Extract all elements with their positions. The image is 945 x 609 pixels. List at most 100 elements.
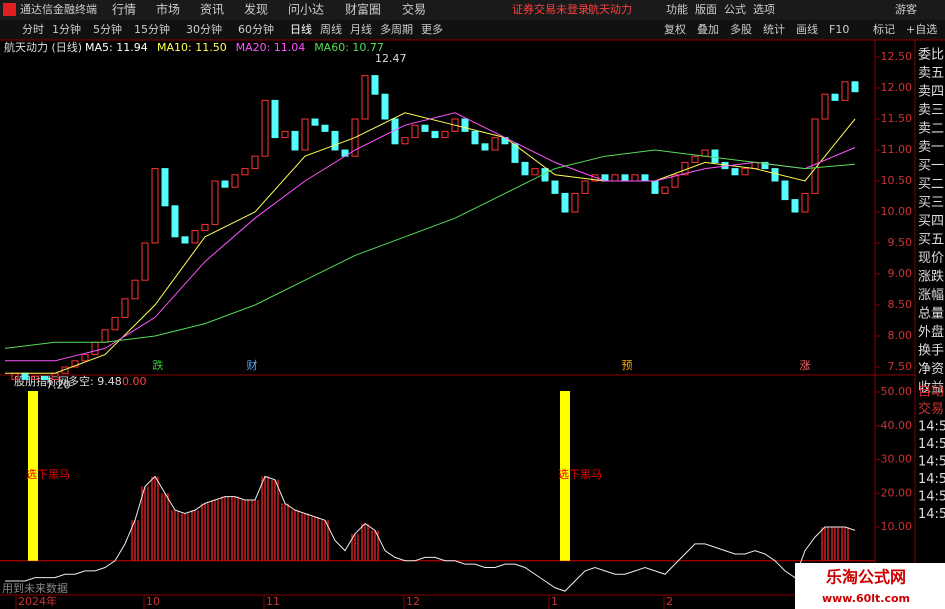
candle [141,242,149,281]
x-tick-label: 10 [146,595,160,608]
period-button[interactable]: 15分钟 [134,22,170,36]
candle [71,360,79,368]
candle [571,192,579,213]
candle [361,75,369,120]
signal-bar [28,391,38,561]
candle [621,174,629,182]
candle [251,155,259,170]
menu-item[interactable]: 资讯 [200,3,224,17]
candle [451,118,459,132]
candle [311,118,319,126]
candle [691,155,699,163]
tool-button[interactable]: 画线 [796,22,818,36]
candle [351,118,359,157]
candle [181,236,189,244]
tool-button[interactable]: 统计 [763,23,785,36]
period-button[interactable]: 日线 [290,22,312,36]
candle [191,230,199,244]
quote-label: 净资 [918,362,944,377]
menu-item[interactable]: 行情 [112,3,136,17]
candle [771,168,779,182]
y-tick-label: 20.00 [881,486,913,499]
candle [811,118,819,194]
user[interactable]: 游客 [895,2,917,16]
menu-item[interactable]: 交易 [402,2,426,17]
tool-button[interactable]: F10 [829,23,849,36]
candle [371,75,379,95]
period-button[interactable]: 5分钟 [93,22,122,36]
candle [111,316,119,331]
y-tick-label: 10.50 [881,174,913,187]
period-button[interactable]: 30分钟 [186,22,222,36]
menu-item[interactable]: 版面 [695,2,717,16]
candle [471,130,479,145]
candle [281,130,289,139]
candle [801,192,809,213]
candle [631,174,639,182]
side-label: 14:5 [918,437,945,452]
quote-label: 卖一 [918,140,944,155]
candle [201,223,209,232]
app-icon [3,3,16,16]
period-button[interactable]: 周线 [320,22,342,36]
candle [741,168,749,176]
period-button[interactable]: 月线 [350,22,372,36]
long-short: 多空: 9.48 [68,374,122,388]
quote-label: 买三 [918,196,944,211]
candle [581,180,589,194]
candle [231,174,239,188]
notice[interactable]: 证券交易未登录 [512,2,589,16]
y-tick-label: 9.50 [888,236,913,249]
ma-line [5,112,856,374]
period-button[interactable]: 更多 [421,22,443,36]
menu-item[interactable]: 选项 [753,3,775,16]
tool-button[interactable]: 复权 [664,22,686,36]
tool-button[interactable]: +自选 [906,23,937,36]
side-label: 交易 [918,401,944,417]
candle [831,93,839,101]
ma-line [4,149,856,349]
ma-label: MA60: 10.77 [314,41,384,54]
ma-label: MA20: 11.04 [236,41,306,54]
candle [241,168,249,176]
tool-button[interactable]: 标记 [873,22,895,36]
candle [791,199,799,213]
menu-bar [0,0,945,20]
period-button[interactable]: 1分钟 [52,22,81,36]
tool-button[interactable]: 多股 [730,22,752,36]
candle [551,180,559,194]
quote-label: 涨幅 [918,288,944,303]
candle [271,99,279,139]
period-button[interactable]: 分时 [22,23,44,36]
app-name: 通达信金融终端 [20,2,97,16]
quote-label: 现价 [918,251,944,266]
stock-name[interactable]: 航天动力 [588,2,632,16]
y-tick-label: 30.00 [881,453,913,466]
candle [211,180,219,225]
tool-button[interactable]: 叠加 [697,23,719,36]
candle [751,161,759,170]
menu-item[interactable]: 功能 [666,2,688,16]
menu-item[interactable]: 问小达 [288,3,324,17]
menu-item[interactable]: 发现 [244,2,268,17]
y-tick-label: 9.00 [888,267,913,280]
candle [841,81,849,101]
candle [671,174,679,188]
candle [381,93,389,120]
candle [711,149,719,163]
candle [91,341,99,356]
y-tick-label: 8.50 [888,298,913,311]
quote-label: 买四 [918,214,944,229]
menu-item[interactable]: 市场 [156,2,180,17]
menu-item[interactable]: 公式 [724,3,746,16]
candle [441,130,449,139]
side-label: 14:5 [918,420,945,435]
period-button[interactable]: 60分钟 [238,22,274,36]
quote-label: 买二 [918,177,944,192]
y-tick-label: 12.50 [881,50,913,63]
candle [121,298,129,318]
period-button[interactable]: 多周期 [380,22,413,36]
menu-item[interactable]: 财富圈 [345,2,381,17]
